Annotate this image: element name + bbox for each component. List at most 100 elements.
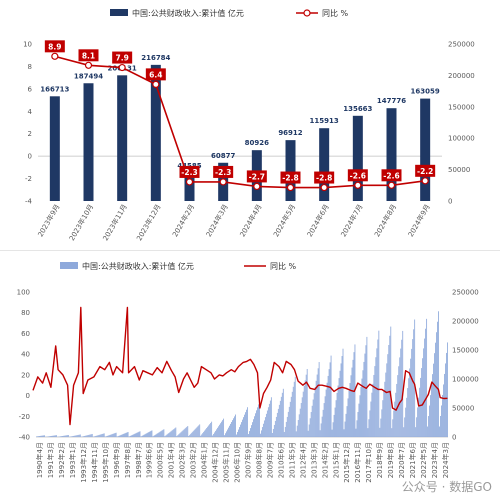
revenue-bar xyxy=(402,330,404,437)
revenue-bar xyxy=(406,397,408,437)
revenue-bar xyxy=(417,407,419,437)
revenue-bar xyxy=(160,431,162,437)
revenue-bar xyxy=(435,342,436,437)
revenue-bar xyxy=(294,376,296,437)
revenue-bar xyxy=(284,426,286,437)
revenue-bar xyxy=(50,436,51,437)
revenue-bar xyxy=(319,128,330,201)
revenue-bar xyxy=(155,434,157,437)
revenue-bar-label: 166713 xyxy=(40,85,69,93)
revenue-bar xyxy=(85,435,87,437)
revenue-bar-label: 96912 xyxy=(278,129,302,137)
revenue-bar xyxy=(205,429,207,437)
revenue-bar xyxy=(190,433,192,437)
revenue-bar xyxy=(290,396,292,437)
revenue-bar xyxy=(62,435,64,437)
revenue-bar xyxy=(335,400,337,437)
revenue-bar xyxy=(221,421,223,437)
revenue-bar xyxy=(143,434,145,437)
revenue-bar xyxy=(285,421,287,437)
yoy-point xyxy=(152,80,160,88)
revenue-bar xyxy=(256,410,257,437)
revenue-bar xyxy=(439,426,440,437)
revenue-bar xyxy=(280,396,282,437)
revenue-bar xyxy=(261,427,263,437)
revenue-bar xyxy=(120,434,122,437)
revenue-bar xyxy=(352,359,354,437)
revenue-bar xyxy=(370,401,372,437)
yoy-series-line xyxy=(54,55,426,189)
x-tick: 1999年6月 xyxy=(145,442,154,478)
x-tick: 2023年12月 xyxy=(134,203,162,243)
revenue-bar xyxy=(338,378,340,437)
revenue-bar xyxy=(326,382,328,437)
revenue-bar xyxy=(203,431,205,437)
x-tick: 2020年7月 xyxy=(397,442,406,478)
revenue-bar xyxy=(224,435,226,437)
revenue-bar xyxy=(302,391,304,437)
x-tick: 2022年5月 xyxy=(419,442,428,478)
revenue-bar xyxy=(135,433,137,437)
x-tick: 2009年7月 xyxy=(265,442,274,478)
revenue-bar xyxy=(233,418,234,437)
yoy-label-box xyxy=(179,165,200,178)
revenue-bar xyxy=(114,433,116,437)
revenue-bar xyxy=(218,426,220,437)
x-tick: 2001年4月 xyxy=(167,442,176,478)
y-left-tick: -40 xyxy=(19,434,30,442)
revenue-bar xyxy=(219,424,221,437)
y-left-tick: 100 xyxy=(17,289,30,297)
yoy-label: -2.2 xyxy=(417,167,433,176)
revenue-bar xyxy=(350,375,352,437)
y-right-tick: 200000 xyxy=(448,72,475,80)
x-tick: 2024年6月 xyxy=(305,203,331,239)
revenue-bar xyxy=(210,422,212,437)
revenue-bar xyxy=(157,433,159,437)
revenue-bar xyxy=(86,435,88,437)
revenue-bar xyxy=(347,398,349,437)
revenue-bar xyxy=(422,358,424,437)
revenue-bar xyxy=(342,348,344,437)
revenue-bar xyxy=(99,434,101,437)
revenue-bar xyxy=(260,430,262,437)
yoy-point xyxy=(84,61,93,69)
revenue-bar xyxy=(204,430,206,437)
legend-bar-label: 中国:公共财政收入:累计值 亿元 xyxy=(82,261,194,271)
revenue-bar xyxy=(287,411,289,437)
revenue-bar xyxy=(329,362,331,437)
revenue-bar xyxy=(386,108,397,201)
revenue-bar xyxy=(433,363,434,437)
revenue-bar xyxy=(357,411,359,437)
x-tick: 2024年3月 xyxy=(441,442,450,478)
revenue-bar xyxy=(312,399,314,437)
revenue-bar xyxy=(297,419,299,437)
x-tick: 1995年10月 xyxy=(101,442,110,483)
revenue-bar xyxy=(198,425,200,437)
revenue-bar xyxy=(286,416,288,437)
revenue-bar xyxy=(162,429,164,437)
x-tick: 2013年3月 xyxy=(309,442,318,478)
revenue-bar xyxy=(123,433,125,437)
legend-line-label: 同比 % xyxy=(322,8,349,18)
revenue-bar xyxy=(236,434,237,437)
revenue-bar xyxy=(90,434,92,437)
revenue-bar xyxy=(254,416,255,437)
revenue-bar xyxy=(446,352,447,437)
x-tick: 2002年3月 xyxy=(178,442,187,478)
yoy-label: 8.1 xyxy=(82,51,95,60)
revenue-bar xyxy=(41,435,42,437)
revenue-bar xyxy=(423,348,425,437)
revenue-bar xyxy=(293,381,295,437)
revenue-bar xyxy=(441,405,442,437)
revenue-bar xyxy=(179,433,181,437)
yoy-label-box xyxy=(78,49,99,62)
yoy-point xyxy=(185,178,194,186)
revenue-bar xyxy=(264,417,266,437)
revenue-bar-label: 163059 xyxy=(411,88,440,96)
x-tick: 2004年1月 xyxy=(200,442,209,478)
x-tick: 1996年9月 xyxy=(112,442,121,478)
yoy-label-box xyxy=(280,171,301,184)
revenue-bar xyxy=(262,423,264,437)
yoy-label-box xyxy=(381,169,402,182)
revenue-bar xyxy=(247,407,248,437)
